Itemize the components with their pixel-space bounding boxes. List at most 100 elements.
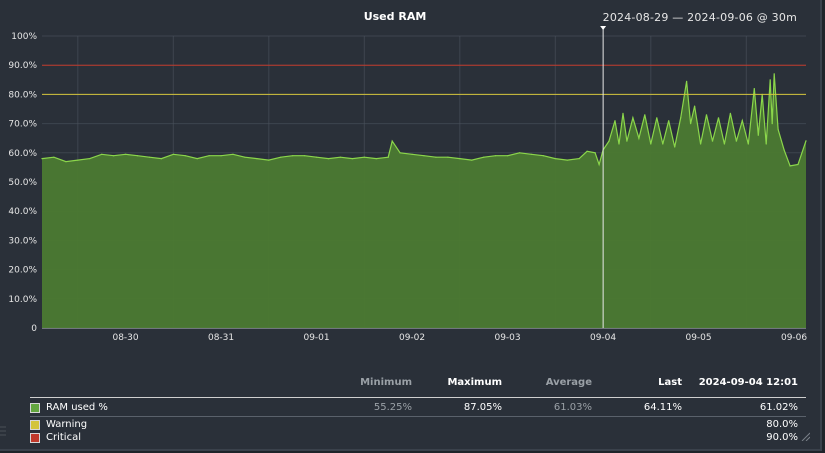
ram-used-point [160,158,162,160]
ram-used-point [339,156,341,158]
ram-used-point [747,143,749,145]
y-tick-label: 40.0% [8,207,37,217]
time-range[interactable]: 2024-08-29 — 2024-09-06 @ 30m [603,11,797,24]
y-tick-label: 70.0% [8,120,37,130]
resize-grip-icon[interactable] [800,431,810,441]
time-cursor-handle[interactable] [600,26,607,30]
ram-used-point [316,156,318,158]
ram-used-point [268,159,270,161]
ram-used-point [674,146,676,148]
ram-used-point [459,158,461,160]
ram-used-point [598,163,600,166]
ram-used-point [292,155,294,157]
ram-used-point [208,155,210,157]
warning-swatch [30,420,40,430]
ram-used-point [196,158,198,160]
ram-used-point [608,140,610,142]
legend-average: 61.03% [553,402,592,413]
ram-used-point [530,153,533,155]
ram-used-point [542,155,545,157]
legend-cursor-value: 61.02% [759,402,798,413]
y-tick-label: 10.0% [8,295,37,305]
ram-used-point [304,155,306,157]
ram-used-point [668,120,670,122]
ram-used-point [662,143,664,145]
ram-used-point [65,161,67,163]
x-tick-label: 09-04 [590,333,616,343]
ram-used-point [789,165,791,167]
ram-used-point [757,134,759,136]
ram-used-point [77,159,79,161]
ram-used-point [618,143,620,145]
ram-used-point [777,128,779,130]
ram-used-point [773,73,775,75]
legend-last: 64.11% [643,402,682,413]
ram-used-swatch [30,403,40,413]
x-tick-label: 09-06 [781,333,807,343]
legend-header-divider [30,397,806,398]
ram-used-point [471,159,473,161]
ram-used-point [435,156,437,158]
y-tick-label: 50.0% [8,178,37,188]
ram-used-point [686,80,688,82]
x-tick-label: 09-01 [303,333,329,343]
ram-used-point [769,79,771,81]
drag-handle-icon[interactable] [0,425,6,437]
ram-used-point [783,149,785,151]
x-tick-label: 08-30 [112,333,138,343]
legend-cursor-value: 80.0% [766,419,798,430]
ram-used-point [705,114,708,116]
legend-header-last: Last [658,377,682,388]
ram-used-point [578,158,580,160]
chart: Used RAM 2024-08-29 — 2024-09-06 @ 30m 0… [8,10,807,343]
legend-row-warning[interactable]: Warning 80.0% [30,419,804,432]
ram-used-point [447,156,449,158]
ram-used-point [327,158,330,160]
ram-used-point [184,155,186,157]
y-tick-label: 90.0% [8,61,37,71]
ram-used-point [101,153,103,155]
ram-used-point [256,158,258,160]
legend-header-minimum: Minimum [360,377,412,388]
ram-used-point [423,155,425,157]
x-tick-label: 09-03 [494,333,520,343]
critical-swatch [30,433,40,443]
ram-used-point [622,112,624,114]
legend-name: Critical [46,432,81,443]
ram-used-point [735,140,738,142]
ram-used-point [771,123,773,125]
ram-used-point [614,120,616,122]
ram-used-point [280,156,282,158]
x-tick-label: 09-05 [685,333,711,343]
ram-used-point [586,150,588,152]
ram-used-point [483,156,485,158]
ram-used-point [753,88,755,90]
chart-title: Used RAM [364,10,427,23]
ram-used-point [594,152,596,154]
ram-used-point [136,155,139,157]
ram-used-point [650,143,652,145]
ram-used-point [387,156,389,158]
ram-used-point [363,156,365,158]
ram-used-point [632,117,634,119]
ram-used-point [125,153,127,155]
ram-used-point [729,112,732,114]
y-tick-label: 80.0% [8,90,37,100]
ram-used-point [41,158,43,160]
ram-used-point [644,114,646,116]
legend-row-ram-used[interactable]: RAM used % 55.25% 87.05% 61.03% 64.11% 6… [30,402,804,415]
y-tick-label: 30.0% [8,236,37,246]
ram-used-point [232,153,234,155]
ram-used-point [566,159,568,161]
legend-row-critical[interactable]: Critical 90.0% [30,432,804,445]
ram-used-point [148,156,150,158]
ram-used-point [638,137,640,139]
legend-row-divider [30,416,806,417]
ram-used-point [805,140,807,142]
ram-used-point [220,155,222,157]
legend-maximum: 87.05% [463,402,502,413]
ram-used-point [399,152,401,154]
ram-used-point [411,153,413,155]
ram-used-point [391,140,393,142]
